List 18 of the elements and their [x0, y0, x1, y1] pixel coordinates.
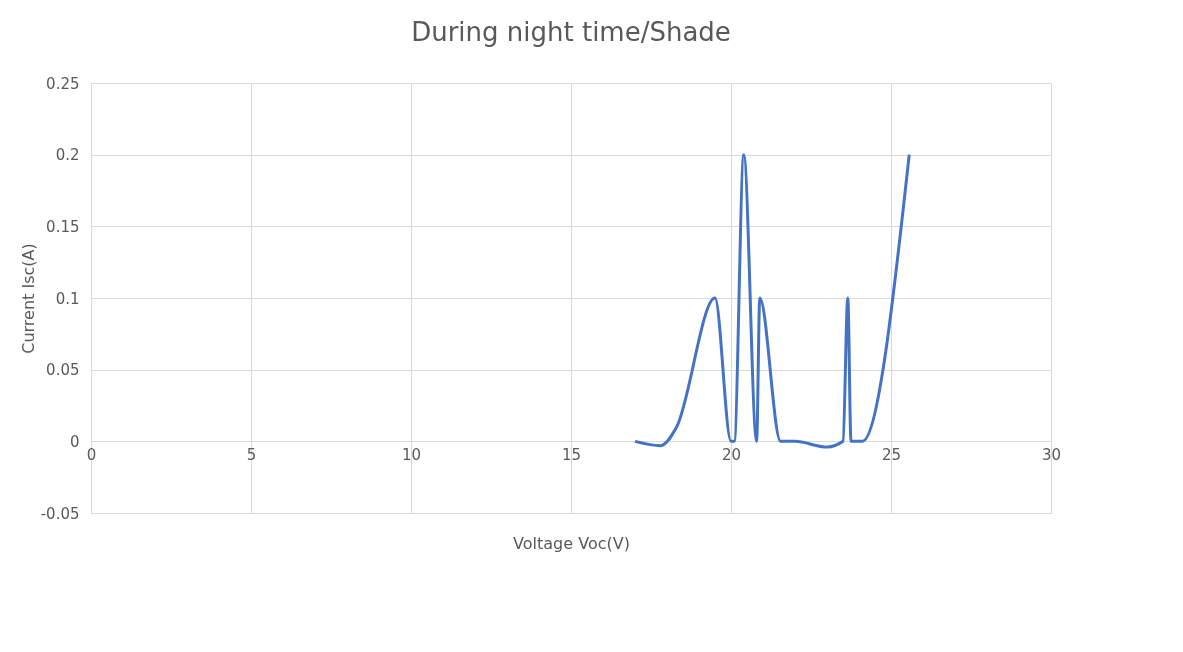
y-tick-label: 0.15	[46, 217, 80, 236]
x-tick-label: 30	[1041, 445, 1062, 464]
x-tick-label: 15	[561, 445, 582, 464]
y-tick-label: 0	[69, 432, 80, 451]
y-axis-title: Current Isc(A)	[18, 243, 38, 354]
x-tick-label: 25	[881, 445, 902, 464]
y-tick-label: -0.05	[40, 504, 80, 523]
x-tick-label: 0	[86, 445, 97, 464]
chart-title: During night time/Shade	[411, 17, 731, 47]
y-tick-label: 0.2	[55, 146, 80, 165]
y-tick-label: 0.1	[55, 289, 80, 308]
x-tick-label: 20	[721, 445, 742, 464]
y-tick-label: 0.05	[46, 361, 80, 380]
x-tick-label: 10	[401, 445, 422, 464]
x-axis-title: Voltage Voc(V)	[513, 533, 630, 553]
line-series	[633, 153, 911, 449]
x-tick-label: 5	[246, 445, 257, 464]
y-tick-label: 0.25	[46, 74, 80, 93]
